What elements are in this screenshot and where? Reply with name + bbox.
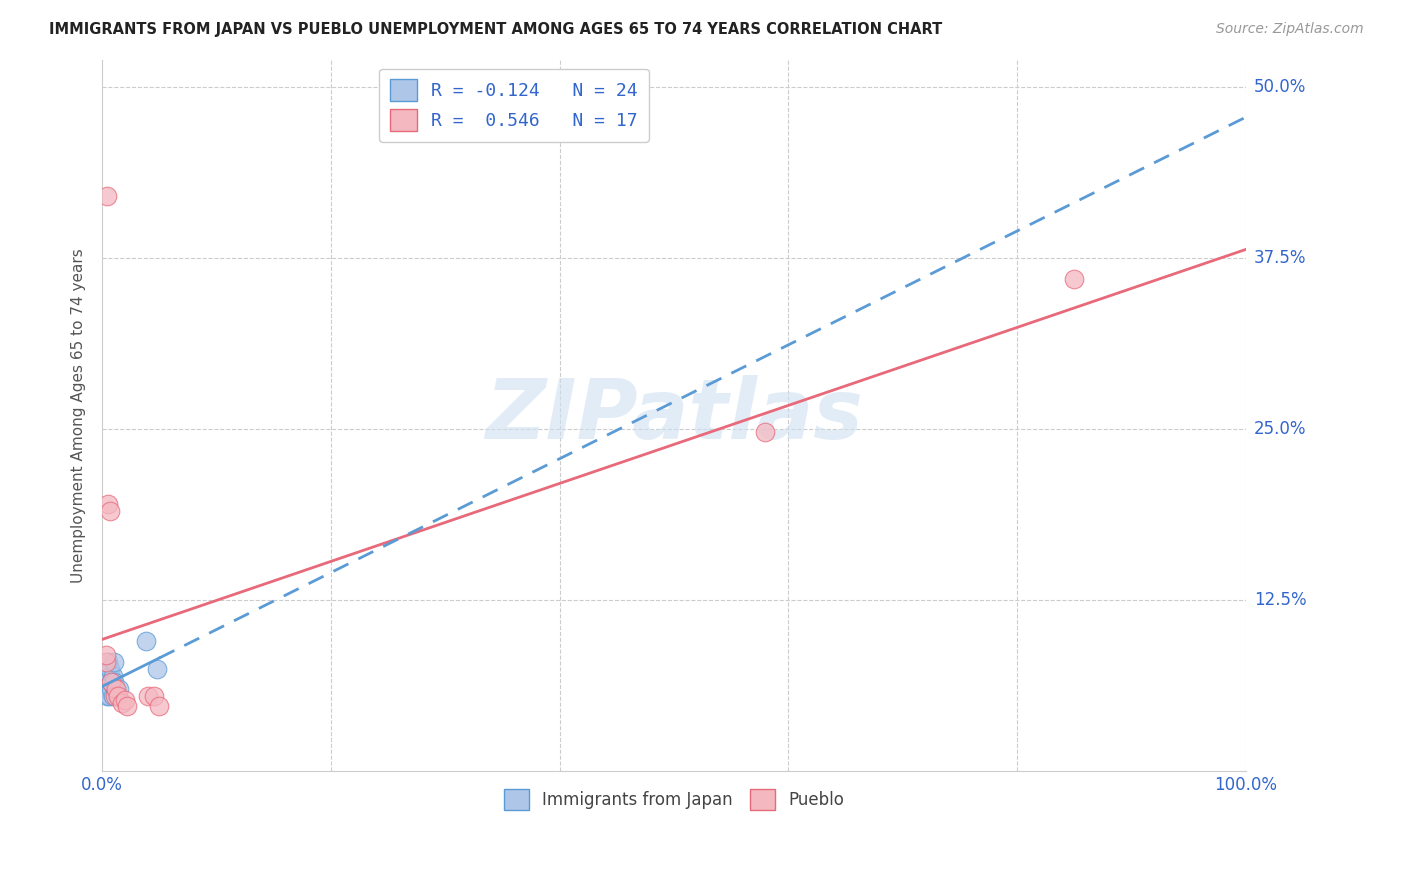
Text: IMMIGRANTS FROM JAPAN VS PUEBLO UNEMPLOYMENT AMONG AGES 65 TO 74 YEARS CORRELATI: IMMIGRANTS FROM JAPAN VS PUEBLO UNEMPLOY… — [49, 22, 942, 37]
Point — [94, 648, 117, 662]
Point — [104, 682, 127, 697]
Text: 12.5%: 12.5% — [1254, 591, 1306, 609]
Point — [117, 698, 139, 713]
Point — [97, 675, 120, 690]
Point — [94, 668, 117, 682]
Point — [1063, 271, 1085, 285]
Point — [103, 675, 125, 690]
Point — [93, 675, 115, 690]
Point — [104, 689, 127, 703]
Point — [98, 662, 121, 676]
Point — [135, 634, 157, 648]
Point — [96, 689, 118, 703]
Point — [107, 689, 129, 703]
Point — [96, 189, 118, 203]
Point — [94, 675, 117, 690]
Text: 37.5%: 37.5% — [1254, 249, 1306, 267]
Point — [100, 675, 122, 690]
Point — [98, 504, 121, 518]
Point — [98, 689, 121, 703]
Point — [101, 668, 124, 682]
Y-axis label: Unemployment Among Ages 65 to 74 years: Unemployment Among Ages 65 to 74 years — [72, 248, 86, 582]
Point — [146, 662, 169, 676]
Point — [105, 689, 128, 703]
Point — [98, 682, 121, 697]
Point — [98, 668, 121, 682]
Point — [97, 662, 120, 676]
Legend: Immigrants from Japan, Pueblo: Immigrants from Japan, Pueblo — [498, 783, 851, 816]
Point — [108, 682, 131, 697]
Point — [104, 685, 127, 699]
Point — [104, 682, 127, 697]
Point — [754, 425, 776, 439]
Point — [97, 498, 120, 512]
Point — [103, 655, 125, 669]
Point — [96, 682, 118, 697]
Point — [100, 682, 122, 697]
Text: 50.0%: 50.0% — [1254, 78, 1306, 96]
Point — [142, 689, 165, 703]
Text: ZIPatlas: ZIPatlas — [485, 375, 863, 456]
Point — [114, 693, 136, 707]
Text: 25.0%: 25.0% — [1254, 420, 1306, 438]
Point — [97, 655, 120, 669]
Point — [94, 655, 117, 669]
Point — [100, 675, 122, 690]
Point — [111, 696, 134, 710]
Text: Source: ZipAtlas.com: Source: ZipAtlas.com — [1216, 22, 1364, 37]
Point — [101, 689, 124, 703]
Point — [136, 689, 159, 703]
Point — [148, 698, 170, 713]
